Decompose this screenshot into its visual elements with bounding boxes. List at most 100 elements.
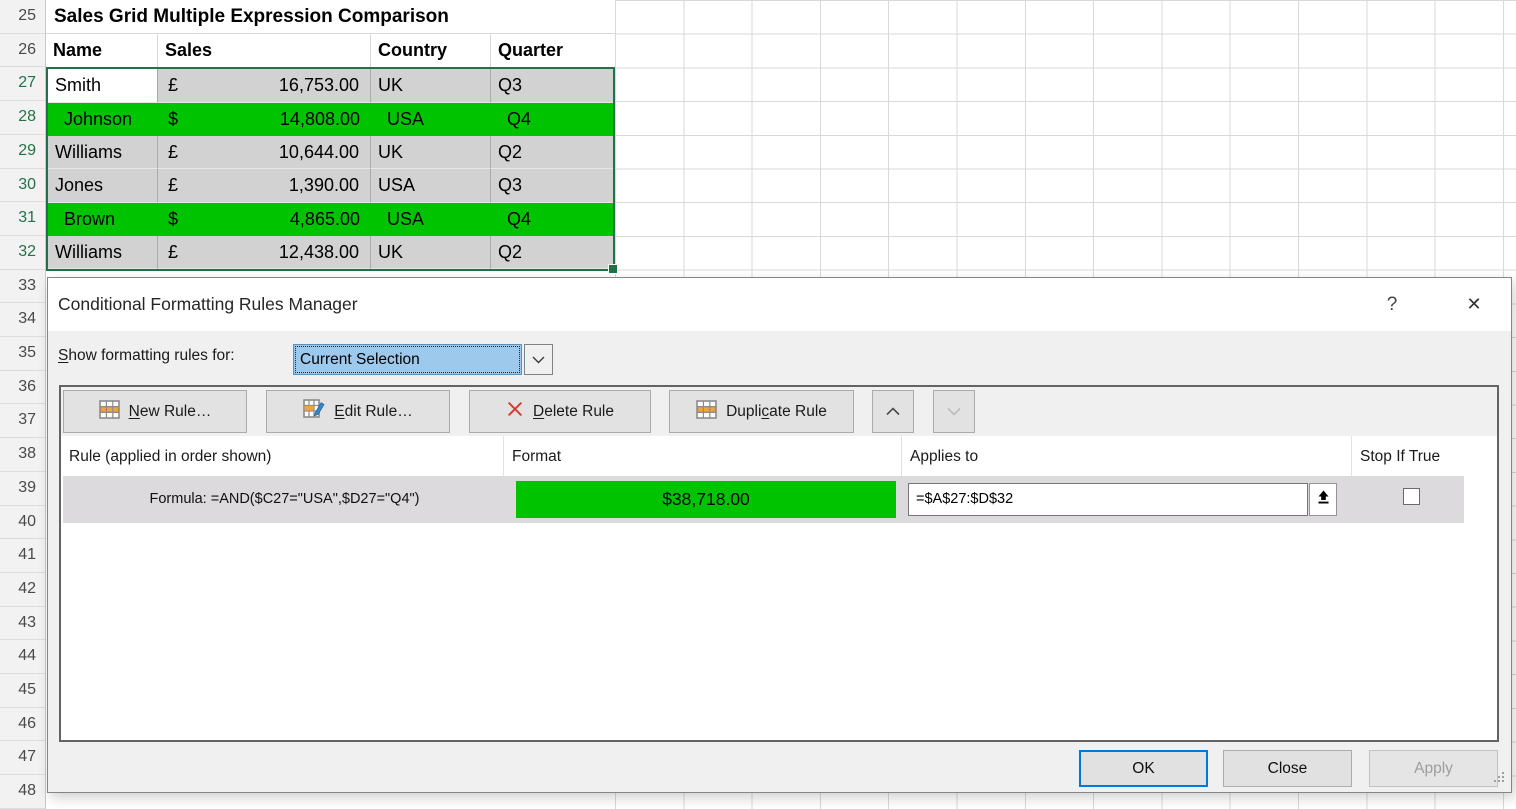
row-header[interactable]: 41 [0,539,45,573]
cell[interactable]: Williams [48,236,158,270]
row-header[interactable]: 27 [0,67,45,102]
row-header[interactable]: 31 [0,202,45,236]
selected-range: Smith £16,753.00 UK Q3 Johnson $14,808.0… [46,67,618,275]
row-header[interactable]: 25 [0,0,45,34]
rule-format-preview: $38,718.00 [516,481,896,518]
row-header[interactable]: 46 [0,708,45,742]
close-icon[interactable]: ✕ [1466,294,1482,314]
header-cell-name[interactable]: Name [46,33,158,68]
row-header-column: 25 26 27 28 29 30 31 32 33 34 35 36 37 3… [0,0,46,809]
cell[interactable]: Q2 [491,236,613,270]
row-header[interactable]: 40 [0,506,45,540]
row-header[interactable]: 39 [0,472,45,506]
row-header[interactable]: 32 [0,236,45,270]
cell[interactable]: £10,644.00 [158,136,371,170]
cell[interactable]: £16,753.00 [158,69,371,103]
dialog-titlebar[interactable]: Conditional Formatting Rules Manager ? ✕ [48,278,1511,331]
table-header-row: Name Sales Country Quarter [46,33,615,68]
row-header[interactable]: 44 [0,640,45,675]
row-header[interactable]: 35 [0,337,45,371]
cell[interactable]: UK [371,136,491,170]
edit-rule-label: Edit Rule… [334,402,413,420]
move-rule-up-button[interactable] [872,390,914,433]
cell[interactable]: $4,865.00 [158,203,371,236]
currency-symbol: £ [168,75,179,96]
amount: 4,865.00 [289,208,360,229]
row-header[interactable]: 37 [0,404,45,439]
rule-formula-text: Formula: =AND($C27="USA",$D27="Q4") [149,491,420,507]
currency-symbol: £ [168,142,179,163]
apply-button[interactable]: Apply [1369,750,1498,787]
dropdown-selected-value[interactable]: Current Selection [293,344,522,375]
amount: 16,753.00 [278,75,359,96]
column-header-stop-if-true: Stop If True [1360,448,1441,465]
cell[interactable]: Smith [48,69,158,103]
table-row: Williams £12,438.00 UK Q2 [48,236,613,270]
cell[interactable]: £1,390.00 [158,169,371,203]
row-header[interactable]: 33 [0,270,45,304]
table-row: Smith £16,753.00 UK Q3 [48,69,613,103]
chevron-down-icon [947,403,961,421]
cell[interactable]: USA [387,108,425,129]
rules-panel: New Rule… Edit Rule… Delete Rule Duplica… [59,385,1499,742]
applies-to-input[interactable]: =$A$27:$D$32 [908,483,1308,516]
show-rules-dropdown[interactable]: Current Selection [293,344,553,375]
row-header[interactable]: 38 [0,438,45,472]
cell[interactable]: Brown [64,208,116,229]
help-icon[interactable]: ? [1386,294,1398,315]
resize-grip[interactable] [1493,771,1506,789]
close-button[interactable]: Close [1223,750,1352,787]
cell[interactable]: Williams [48,136,158,170]
cell[interactable]: Q3 [491,169,613,203]
header-cell-quarter[interactable]: Quarter [498,39,564,60]
row-header[interactable]: 42 [0,573,45,607]
sheet-title-cell[interactable]: Sales Grid Multiple Expression Compariso… [46,0,615,34]
row-header[interactable]: 36 [0,371,45,405]
row-header[interactable]: 26 [0,34,45,68]
edit-rule-button[interactable]: Edit Rule… [266,390,450,433]
header-cell-country[interactable]: Country [371,33,491,68]
duplicate-rule-button[interactable]: Duplicate Rule [669,390,854,433]
cell[interactable]: USA [387,208,425,229]
row-header[interactable]: 45 [0,674,45,708]
ok-button[interactable]: OK [1079,750,1208,787]
cell[interactable]: Q4 [507,208,532,229]
cell[interactable]: UK [371,236,491,270]
chevron-down-icon [532,351,545,369]
row-header[interactable]: 34 [0,303,45,338]
delete-rule-button[interactable]: Delete Rule [469,390,651,433]
chevron-up-icon [886,403,900,421]
row-header[interactable]: 29 [0,135,45,169]
fill-handle[interactable] [608,264,618,275]
move-rule-down-button[interactable] [933,390,975,433]
new-rule-button[interactable]: New Rule… [63,390,247,433]
row-header[interactable]: 47 [0,741,45,776]
range-select-arrow-icon [1316,489,1331,510]
cell[interactable]: UK [371,69,491,103]
currency-symbol: $ [168,108,179,129]
cell[interactable]: USA [371,169,491,203]
row-header[interactable]: 48 [0,775,45,809]
cell[interactable]: Q3 [491,69,613,103]
duplicate-rule-label: Duplicate Rule [726,402,827,420]
cell[interactable]: £12,438.00 [158,236,371,270]
row-header[interactable]: 28 [0,101,45,135]
stop-if-true-checkbox[interactable] [1403,488,1420,505]
rule-list-item[interactable]: Formula: =AND($C27="USA",$D27="Q4") $38,… [63,476,1464,523]
dialog-title: Conditional Formatting Rules Manager [58,294,358,314]
header-cell-sales[interactable]: Sales [158,33,371,68]
row-header[interactable]: 30 [0,169,45,203]
amount: 12,438.00 [278,242,359,263]
currency-symbol: £ [168,242,179,263]
cell[interactable]: Jones [48,169,158,203]
amount: 1,390.00 [288,175,359,196]
cell[interactable]: $14,808.00 [158,103,371,136]
row-header[interactable]: 43 [0,607,45,641]
cell[interactable]: Johnson [64,108,133,129]
cell[interactable]: Q2 [491,136,613,170]
sheet-data-region: Sales Grid Multiple Expression Compariso… [46,0,618,275]
cell[interactable]: Q4 [507,108,532,129]
collapse-dialog-button[interactable] [1309,483,1337,516]
dropdown-button[interactable] [524,344,553,375]
